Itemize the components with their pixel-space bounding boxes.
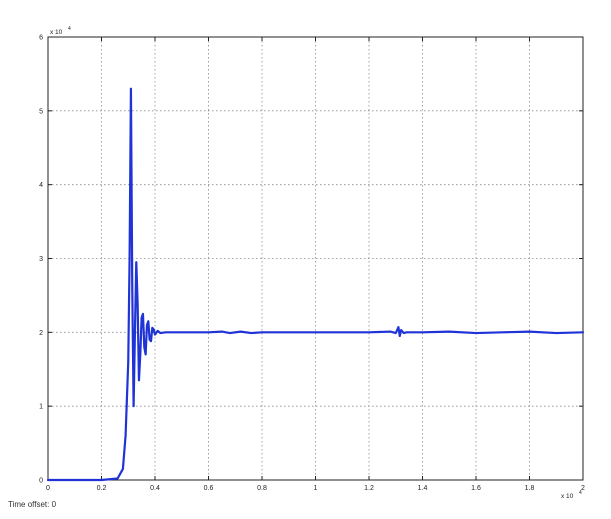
- x-tick-label: 0.8: [257, 485, 267, 492]
- x-exponent-power: 4: [579, 490, 582, 496]
- y-exponent-label: x 10: [50, 29, 63, 36]
- x-exponent-label: x 10: [561, 493, 574, 500]
- y-tick-label: 6: [39, 35, 43, 42]
- y-exponent-power: 4: [68, 26, 71, 32]
- y-tick-label: 0: [39, 478, 43, 485]
- x-tick-label: 1.4: [418, 485, 428, 492]
- x-tick-label: 0.6: [204, 485, 214, 492]
- y-tick-label: 5: [39, 108, 43, 115]
- y-tick-label: 4: [39, 182, 43, 189]
- x-tick-label: 1.6: [471, 485, 481, 492]
- y-tick-label: 3: [39, 256, 43, 263]
- x-tick-label: 0.4: [150, 485, 160, 492]
- x-tick-label: 1: [314, 485, 318, 492]
- y-tick-label: 1: [39, 404, 43, 411]
- time-offset-label: Time offset: 0: [8, 500, 57, 509]
- x-tick-label: 0: [46, 485, 50, 492]
- series-line-0: [46, 87, 585, 482]
- x-tick-label: 2: [581, 485, 585, 492]
- x-tick-label: 1.8: [525, 485, 535, 492]
- x-tick-label: 0.2: [97, 485, 107, 492]
- y-tick-label: 2: [39, 330, 43, 337]
- x-tick-label: 1.2: [364, 485, 374, 492]
